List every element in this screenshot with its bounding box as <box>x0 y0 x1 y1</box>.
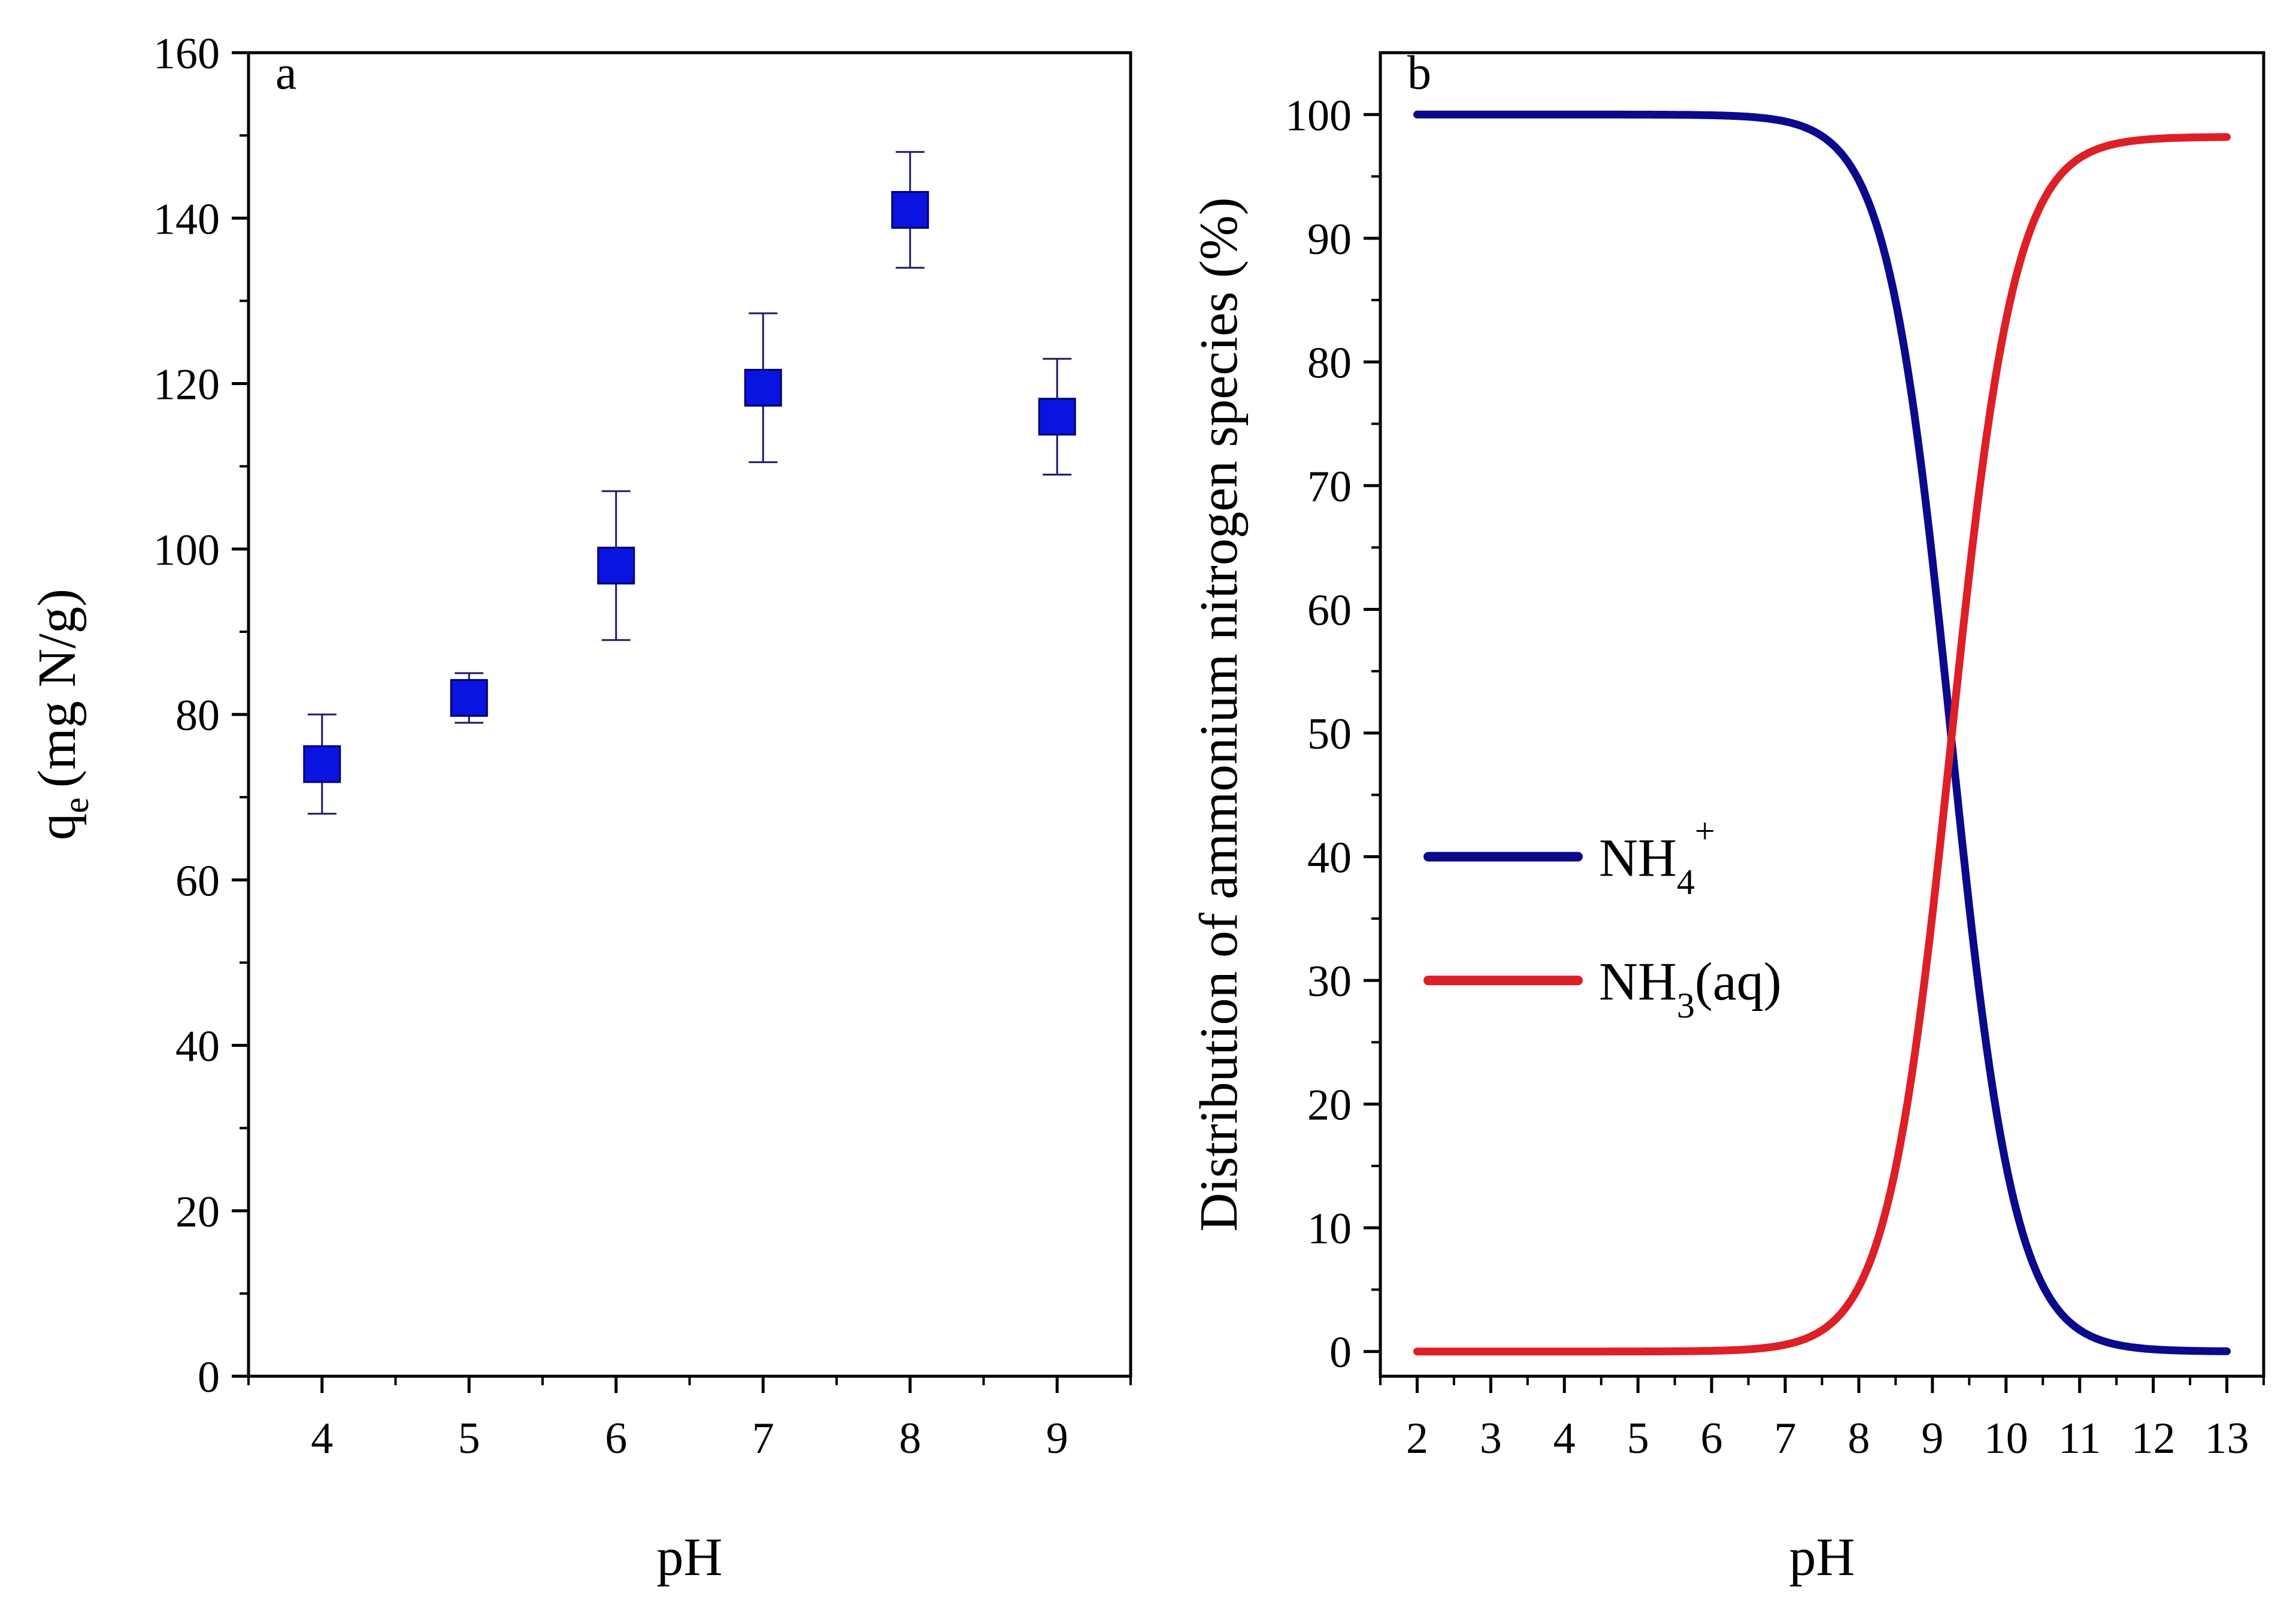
panel-b-y-tick-label: 50 <box>1307 710 1352 759</box>
panel-a-data-points <box>303 151 1076 815</box>
panel-b-series-line-nh3 <box>1413 133 2231 1356</box>
panel-b-y-tick-label: 100 <box>1285 91 1352 140</box>
panel-a-plot-frame <box>247 51 1132 1378</box>
panel-a-x-axis: 4 5 6 7 8 9 <box>247 1376 1132 1463</box>
panel-b-x-tick-label: 12 <box>2131 1414 2176 1463</box>
panel-b-plot-frame <box>1379 51 2265 1378</box>
panel-a-y-tick-label: 80 <box>175 691 220 740</box>
legend-label-nh3: NH3(aq) <box>1599 952 1782 1025</box>
panel-b-y-tick-label: 40 <box>1307 834 1352 883</box>
panel-a-x-axis-title: pH <box>657 1528 723 1587</box>
legend-label-nh3-main: NH <box>1599 952 1677 1012</box>
panel-a-x-tick-label: 5 <box>458 1414 480 1463</box>
panel-b-x-axis: 2 3 4 5 6 7 8 9 10 11 12 13 <box>1379 1376 2265 1463</box>
panel-b-legend: NH4+ NH3(aq) <box>1423 811 1782 1025</box>
panel-b-y-tick-label: 30 <box>1307 957 1352 1006</box>
panel-a-y-tick-label: 40 <box>175 1022 220 1071</box>
legend-label-nh3-subscript: 3 <box>1677 986 1695 1025</box>
panel-b-x-tick-label: 6 <box>1701 1414 1723 1463</box>
panel-b-series-line-nh4 <box>1413 110 2231 1355</box>
panel-b-y-tick-label: 70 <box>1307 462 1352 511</box>
panel-a-marker <box>1038 398 1076 436</box>
panel-a-y-tick-label: 140 <box>153 195 220 244</box>
panel-b-x-axis-title: pH <box>1789 1528 1855 1587</box>
panel-a-data-point <box>303 713 341 815</box>
panel-b-x-tick-label: 10 <box>1984 1414 2028 1463</box>
panel-b-x-tick-label: 11 <box>2058 1414 2101 1463</box>
panel-b-y-axis-title: Distribution of ammonium nitrogen specie… <box>1189 197 1249 1231</box>
panel-b-x-tick-label: 7 <box>1774 1414 1797 1463</box>
panel-b-y-tick-label: 90 <box>1307 215 1352 264</box>
panel-a-y-axis-title: qe (mg N/g) <box>28 589 96 840</box>
panel-a-chart: 0 20 40 60 80 100 120 140 160 4 5 6 7 8 9 a pH qe (mg … <box>28 29 1132 1587</box>
panel-a-y-axis-title-subscript: e <box>56 797 96 813</box>
panel-a-x-tick-label: 7 <box>752 1414 774 1463</box>
panel-a-data-point <box>450 672 488 724</box>
panel-b-y-tick-label: 0 <box>1329 1328 1352 1377</box>
panel-a-x-tick-label: 4 <box>311 1414 333 1463</box>
panel-b-y-tick-label: 60 <box>1307 586 1352 635</box>
legend-label-nh3-tail: (aq) <box>1695 952 1782 1012</box>
panel-a-x-tick-label: 6 <box>605 1414 627 1463</box>
legend-label-nh4-subscript: 4 <box>1677 862 1695 902</box>
legend-label-nh4: NH4+ <box>1599 811 1715 902</box>
panel-a-y-axis-title-main: q <box>28 813 87 840</box>
panel-b-label: b <box>1407 47 1431 99</box>
panel-a-data-point <box>744 312 782 464</box>
panel-a-data-point <box>1038 358 1076 476</box>
panel-a-x-tick-label: 9 <box>1046 1414 1068 1463</box>
panel-a-y-axis-title-units: (mg N/g) <box>28 589 87 788</box>
panel-b-y-axis: 0 10 20 30 40 50 60 70 80 90 100 <box>1285 91 1380 1377</box>
panel-a-y-axis: 0 20 40 60 80 100 120 140 160 <box>153 29 249 1402</box>
panel-a-y-tick-label: 120 <box>153 361 220 410</box>
panel-a-y-tick-label: 100 <box>153 526 220 575</box>
panel-a-marker <box>303 745 341 783</box>
panel-b-y-tick-label: 20 <box>1307 1081 1352 1130</box>
panel-b-x-tick-label: 3 <box>1480 1414 1502 1463</box>
panel-b-x-tick-label: 4 <box>1553 1414 1576 1463</box>
panel-a-x-tick-label: 8 <box>899 1414 921 1463</box>
panel-b-x-tick-label: 9 <box>1921 1414 1943 1463</box>
panel-a-marker <box>597 546 635 585</box>
panel-a-data-point <box>597 490 635 641</box>
panel-a-y-tick-label: 160 <box>153 29 220 78</box>
panel-a-label: a <box>275 47 297 99</box>
panel-a-y-tick-label: 20 <box>175 1188 220 1237</box>
panel-a-data-point <box>891 151 929 269</box>
panel-a-y-tick-label: 0 <box>198 1353 220 1402</box>
panel-a-marker <box>891 190 929 229</box>
panel-b-x-tick-label: 13 <box>2205 1414 2249 1463</box>
panel-b-series-lines <box>1413 110 2231 1356</box>
panel-b-x-tick-label: 2 <box>1406 1414 1428 1463</box>
panel-b-y-tick-label: 80 <box>1307 338 1352 387</box>
panel-b-y-tick-label: 10 <box>1307 1204 1352 1253</box>
panel-a-marker <box>744 368 782 407</box>
panel-a-y-tick-label: 60 <box>175 856 220 906</box>
legend-label-nh4-main: NH <box>1599 829 1677 888</box>
panel-b-x-tick-label: 8 <box>1847 1414 1870 1463</box>
panel-a-marker <box>450 679 488 717</box>
legend-label-nh4-superscript: + <box>1695 811 1715 851</box>
panel-b-x-tick-label: 5 <box>1627 1414 1649 1463</box>
